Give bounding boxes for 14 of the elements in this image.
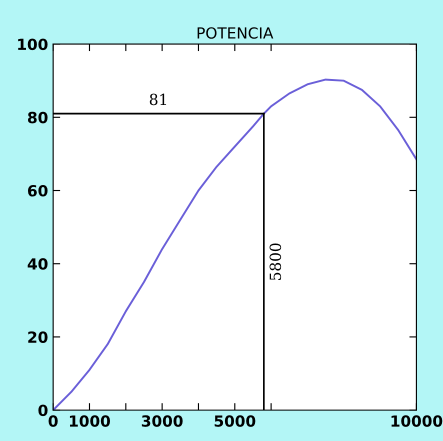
ref-line-label: 81 <box>150 94 166 106</box>
y-tick-label: 20 <box>28 331 48 343</box>
x-tick-label: 0 <box>48 415 58 427</box>
y-tick-label: 60 <box>28 184 48 197</box>
x-tick-label: 10000 <box>392 415 442 427</box>
ref-line-label: 5800 <box>270 243 282 280</box>
x-tick-label: 3000 <box>142 415 183 427</box>
x-tick-label: 5000 <box>214 415 256 427</box>
y-tick-label: 100 <box>18 38 48 50</box>
y-tick-label: 80 <box>28 112 48 124</box>
y-tick-label: 0 <box>38 404 48 416</box>
x-tick-label: 1000 <box>70 415 110 427</box>
y-tick-label: 40 <box>28 258 48 270</box>
chart-title: POTENCIA <box>198 27 274 39</box>
